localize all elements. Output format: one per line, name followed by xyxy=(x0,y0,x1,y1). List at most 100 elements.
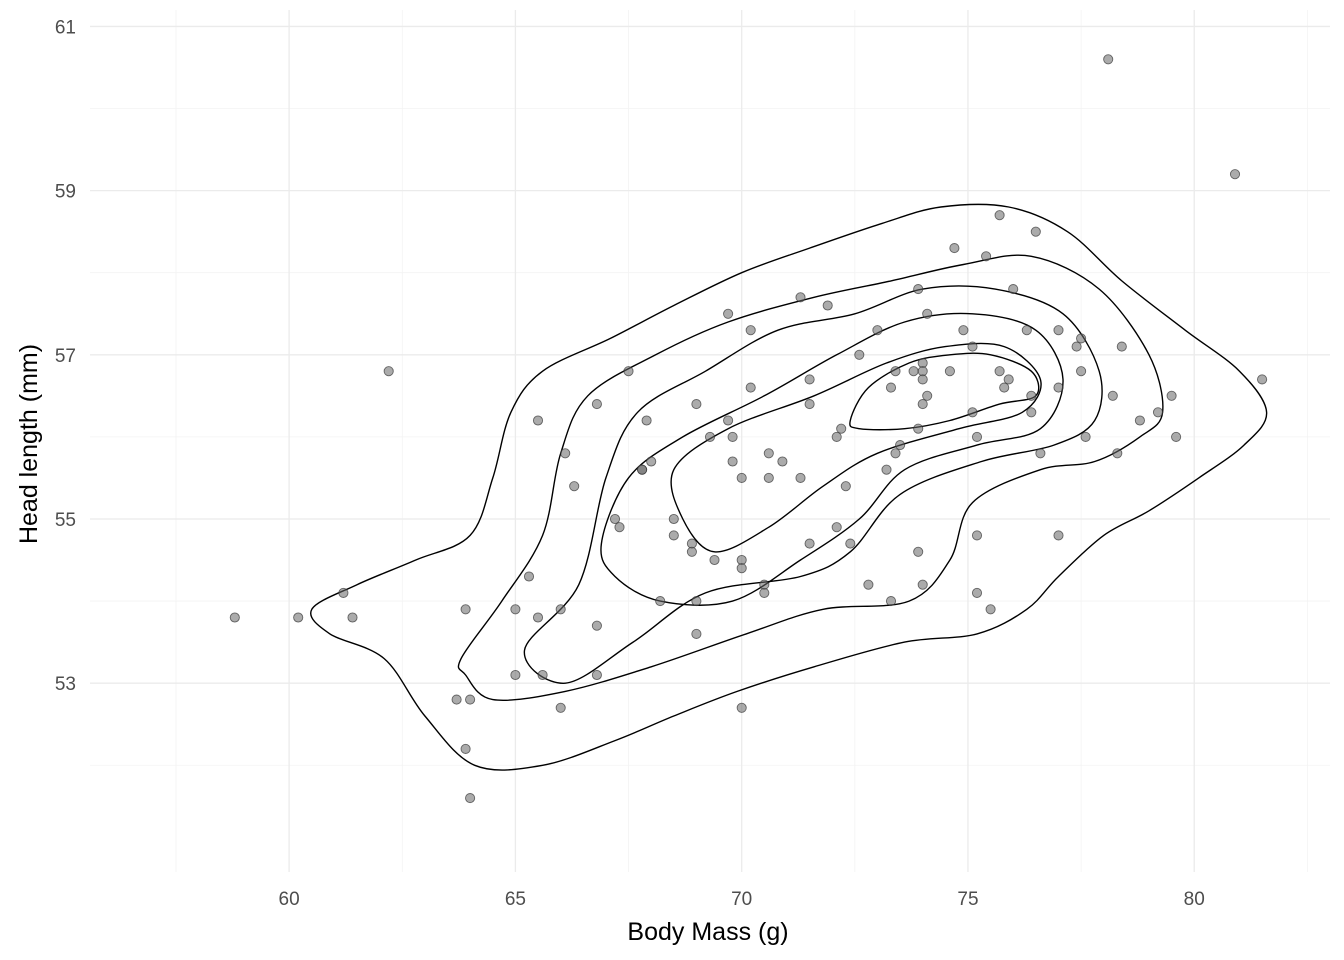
data-point xyxy=(759,587,770,598)
data-point xyxy=(913,284,924,295)
data-point xyxy=(591,669,602,681)
x-axis-title: Body Mass (g) xyxy=(627,918,788,946)
data-point xyxy=(510,604,521,615)
data-point xyxy=(872,325,883,336)
data-point xyxy=(831,431,842,442)
data-point xyxy=(1026,407,1037,418)
data-point xyxy=(1107,390,1118,401)
data-point xyxy=(347,612,358,623)
data-point xyxy=(895,440,906,451)
data-point xyxy=(1134,415,1145,426)
x-tick-label: 70 xyxy=(731,889,752,910)
data-point xyxy=(591,399,602,410)
data-point xyxy=(804,374,815,385)
data-point xyxy=(985,604,996,615)
grid-lines xyxy=(90,10,1330,872)
density-contours xyxy=(310,203,1268,771)
data-point xyxy=(967,407,978,418)
data-point xyxy=(1003,374,1014,385)
data-point xyxy=(922,390,933,401)
density-contour-level-2 xyxy=(457,254,1164,701)
data-point xyxy=(777,456,788,467)
data-point xyxy=(591,620,602,631)
data-point xyxy=(836,423,847,434)
data-point xyxy=(537,669,548,681)
data-point xyxy=(383,366,394,377)
data-point xyxy=(646,456,657,467)
data-point xyxy=(569,481,580,492)
data-point xyxy=(723,308,734,319)
data-point xyxy=(971,587,983,598)
data-point xyxy=(1103,54,1114,65)
data-point xyxy=(555,702,566,713)
data-point xyxy=(641,415,652,426)
data-point xyxy=(1080,431,1091,442)
data-point xyxy=(881,464,892,475)
data-point xyxy=(560,448,571,459)
data-point xyxy=(523,571,535,582)
data-point xyxy=(338,587,349,598)
data-point xyxy=(885,382,897,393)
data-point xyxy=(668,530,679,541)
x-tick-label: 75 xyxy=(957,889,978,910)
data-point xyxy=(999,382,1010,393)
x-axis-ticks: 60 65 70 75 80 xyxy=(279,889,1205,910)
density-contour-level-4 xyxy=(600,312,1064,606)
data-point xyxy=(944,366,955,377)
data-point xyxy=(745,325,756,336)
data-point xyxy=(1026,390,1037,401)
data-point xyxy=(971,431,983,442)
data-point xyxy=(913,546,924,557)
data-point xyxy=(1053,530,1064,541)
density-contour-level-5 xyxy=(670,342,1042,553)
data-point xyxy=(668,513,679,525)
data-point xyxy=(723,415,734,426)
data-point xyxy=(691,399,702,410)
data-point xyxy=(609,513,621,525)
data-point xyxy=(532,415,544,426)
data-point xyxy=(1112,448,1123,459)
data-point xyxy=(845,538,856,549)
data-point xyxy=(510,669,521,681)
data-point xyxy=(1171,431,1182,442)
data-point xyxy=(736,563,747,574)
data-point xyxy=(863,579,874,590)
data-point xyxy=(465,793,476,804)
data-point xyxy=(831,522,842,533)
data-point xyxy=(709,554,720,566)
data-point xyxy=(804,399,815,410)
density-contour-level-3 xyxy=(523,285,1103,684)
data-point xyxy=(795,472,806,483)
y-tick-label: 61 xyxy=(55,17,76,38)
data-point xyxy=(532,612,544,623)
data-point xyxy=(691,628,702,639)
data-point xyxy=(908,366,919,377)
data-point xyxy=(840,481,851,492)
data-point xyxy=(465,694,476,705)
data-point xyxy=(736,472,747,483)
data-point xyxy=(727,456,738,467)
data-point xyxy=(293,612,304,623)
y-tick-label: 57 xyxy=(55,346,76,367)
y-axis-title: Head length (mm) xyxy=(15,344,43,544)
data-point xyxy=(1053,382,1064,393)
x-tick-label: 65 xyxy=(505,889,526,910)
data-point xyxy=(890,448,901,459)
data-point xyxy=(1053,325,1064,336)
data-point xyxy=(1035,448,1046,459)
density-contour-level-6 xyxy=(849,352,1040,431)
data-point xyxy=(763,448,774,459)
data-point xyxy=(704,431,716,442)
data-point xyxy=(913,423,924,434)
data-point xyxy=(1071,341,1082,352)
data-point xyxy=(655,596,666,607)
data-point xyxy=(967,341,978,352)
data-point xyxy=(822,300,833,311)
data-point xyxy=(460,604,471,615)
y-axis-ticks: 53 55 57 59 61 xyxy=(55,17,76,695)
x-tick-label: 60 xyxy=(279,889,300,910)
data-point xyxy=(460,743,471,754)
data-point xyxy=(1076,366,1087,377)
data-point xyxy=(1021,325,1032,336)
